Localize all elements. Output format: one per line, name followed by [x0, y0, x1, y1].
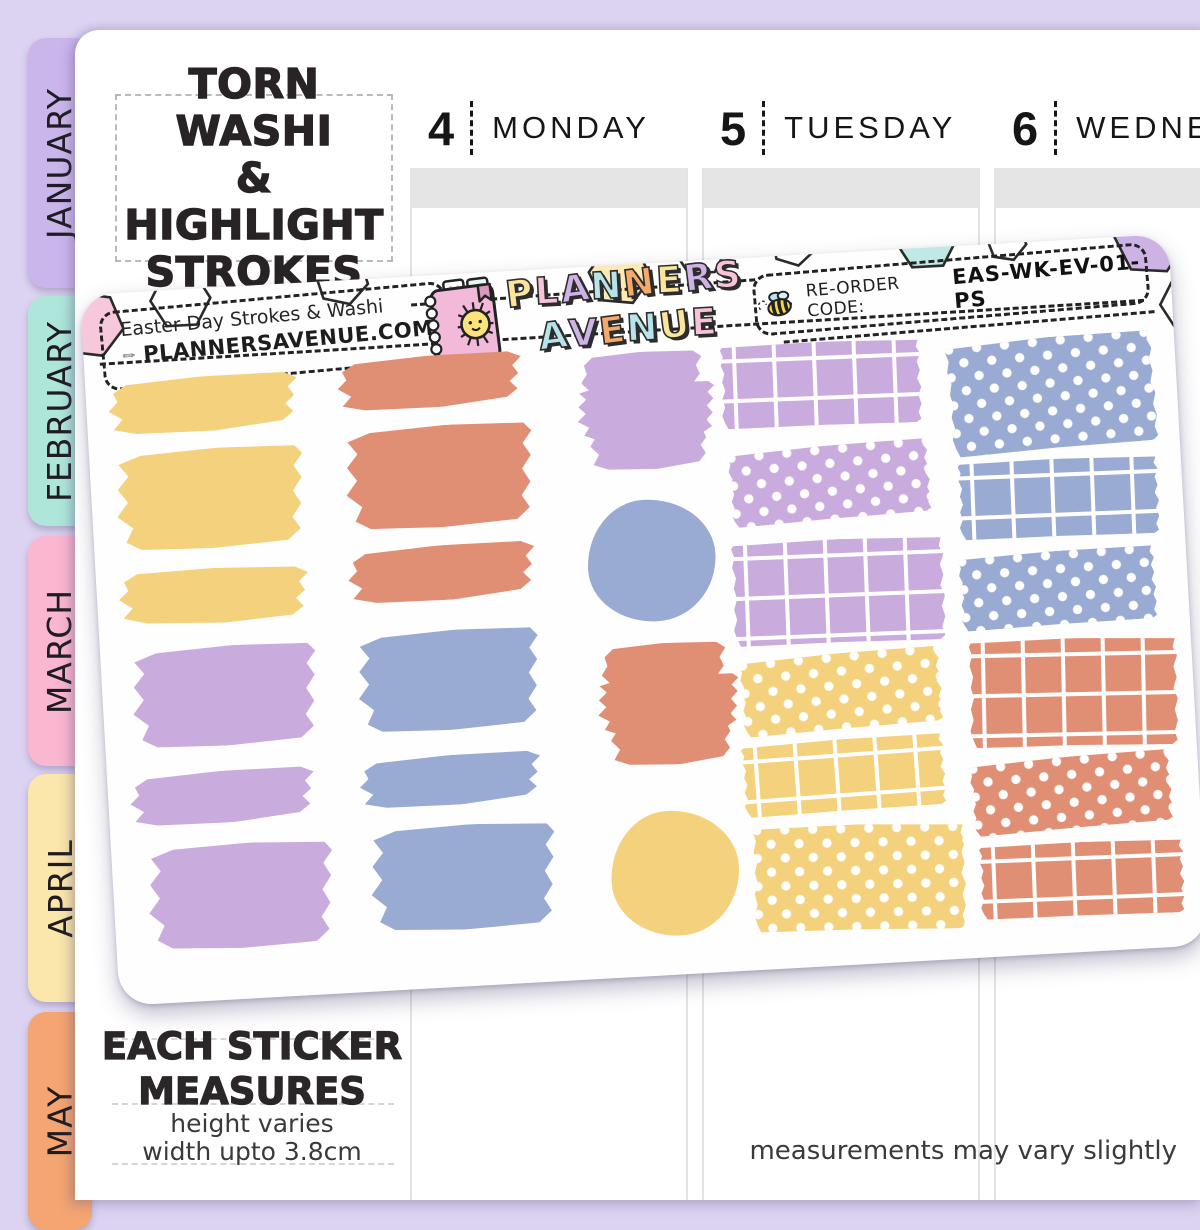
sticker-stroke-big-yellow	[114, 443, 307, 553]
sticker-washi-dot-yellow	[738, 644, 944, 738]
logo-letter: N	[620, 258, 660, 307]
sticker-scribble-purple	[574, 348, 718, 474]
month-tab-label: JANUARY	[40, 87, 80, 239]
day-name: TUESDAY	[784, 110, 957, 145]
bee-icon	[757, 290, 793, 317]
sticker-stroke-thin-salmon	[346, 538, 538, 607]
month-tab-label: MARCH	[40, 588, 80, 714]
sticker-washi-grid-salmon	[979, 838, 1186, 920]
month-tab-label: FEBRUARY	[40, 320, 80, 502]
day-header-monday: 4 MONDAY	[428, 100, 650, 156]
logo-letter: R	[680, 253, 717, 301]
logo-letter: E	[655, 257, 686, 303]
day-name: WEDNE	[1076, 110, 1200, 145]
sticker-washi-grid-purple	[731, 535, 947, 647]
sticker-stroke-big-purple	[147, 839, 336, 951]
notebook-icon	[424, 276, 502, 367]
month-tab-label: APRIL	[40, 838, 80, 938]
day-number: 4	[428, 101, 455, 155]
sticker-stroke-big-blue	[355, 625, 542, 735]
logo-letter: S	[712, 252, 745, 298]
sticker-washi-grid-salmon	[969, 636, 1179, 748]
logo-letter: N	[625, 304, 662, 350]
ruled-line	[112, 1163, 394, 1165]
scribble-bar	[589, 412, 711, 473]
day-header-tuesday: 5 TUESDAY	[720, 100, 956, 156]
sun-icon	[457, 302, 494, 347]
day-divider	[470, 101, 474, 155]
sticker-washi-grid-blue	[957, 455, 1160, 541]
sticker-washi-dot-blue	[957, 544, 1158, 632]
title-box: TORN WASHI & HIGHLIGHT STROKES	[115, 59, 393, 296]
sticker-stroke-big-purple	[130, 640, 320, 750]
sticker-washi-dot-yellow	[753, 822, 967, 932]
sticker-blob-yellow	[607, 807, 743, 940]
day-column-bar	[704, 168, 978, 208]
logo-letter: L	[533, 268, 563, 314]
measure-heading: EACH STICKER MEASURES	[101, 1024, 403, 1113]
day-name: MONDAY	[492, 110, 650, 145]
sticker-washi-grid-yellow	[741, 732, 948, 819]
title-line: & HIGHLIGHT	[124, 153, 384, 249]
reorder-label: RE-ORDER CODE:	[804, 273, 901, 322]
day-column-bar	[996, 168, 1200, 208]
sticker-washi-dot-blue	[944, 328, 1159, 458]
sticker-stroke-thin-yellow	[118, 564, 310, 626]
sticker-sheet: Easter Day Strokes & Washi PLANNERSAVENU…	[80, 234, 1200, 1006]
day-divider	[1054, 101, 1058, 155]
sticker-washi-dot-purple	[727, 437, 933, 529]
ruled-line	[112, 1038, 394, 1040]
sticker-washi-dot-salmon	[968, 748, 1174, 838]
sheet-label-box: Easter Day Strokes & Washi PLANNERSAVENU…	[97, 280, 452, 392]
day-divider	[762, 101, 766, 155]
logo-letter: P	[502, 270, 538, 318]
pencil-icon	[122, 353, 136, 358]
logo-letter: N	[589, 262, 626, 309]
day-number: 5	[720, 101, 747, 155]
product-image: JANUARY FEBRUARY MARCH APRIL MAY TORN WASHI …	[28, 30, 1200, 1230]
sticker-washi-grid-purple	[720, 338, 923, 430]
title-line: TORN WASHI	[175, 59, 333, 155]
logo-letter: A	[535, 312, 572, 360]
reorder-code-box: RE-ORDER CODE: EAS-WK-EV-01-PS	[751, 241, 1151, 337]
logo-letter: E	[596, 306, 630, 354]
sticker-blob-blue	[584, 496, 720, 625]
sticker-stroke-big-salmon	[343, 420, 536, 532]
reorder-code: EAS-WK-EV-01-PS	[951, 249, 1142, 314]
logo-letter: V	[567, 310, 602, 356]
sticker-scribble-salmon	[594, 639, 743, 769]
day-number: 6	[1012, 101, 1039, 155]
scribble-bar	[609, 705, 734, 768]
logo-letter: E	[689, 299, 720, 345]
month-tab-label: MAY	[40, 1085, 80, 1157]
logo-letter: A	[557, 264, 594, 312]
footnote: measurements may vary slightly	[749, 1136, 1177, 1166]
sticker-stroke-thin-blue	[358, 748, 543, 811]
sticker-stroke-big-blue	[369, 821, 558, 933]
logo-letter: U	[656, 301, 695, 349]
sticker-stroke-thin-purple	[129, 764, 317, 829]
measure-detail: height varies width upto 3.8cm	[142, 1109, 362, 1166]
day-header-wedne: 6 WEDNE	[1012, 100, 1200, 156]
ruled-line	[112, 1103, 394, 1105]
day-column-bar	[412, 168, 686, 208]
